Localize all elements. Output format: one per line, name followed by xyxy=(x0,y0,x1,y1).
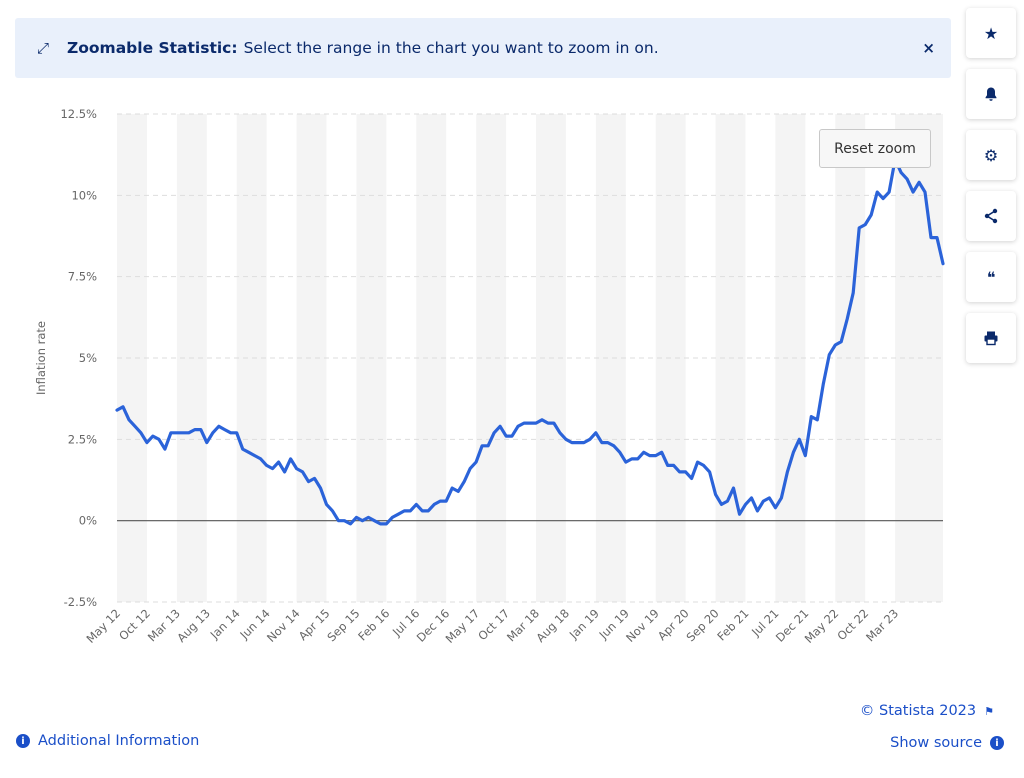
x-tick-label: Nov 14 xyxy=(264,606,303,645)
y-tick-label: 10% xyxy=(71,188,97,202)
info-icon: i xyxy=(16,734,30,748)
reset-zoom-button[interactable]: Reset zoom xyxy=(819,129,931,168)
y-tick-label: 12.5% xyxy=(60,107,97,121)
credit-label: © Statista 2023 xyxy=(859,703,977,719)
statista-credit[interactable]: © Statista 2023 ⚑ xyxy=(860,703,994,719)
banner-title: Zoomable Statistic: xyxy=(67,39,238,57)
zoom-info-banner: ⤢ Zoomable Statistic: Select the range i… xyxy=(15,18,951,78)
x-tick-label: May 12 xyxy=(83,606,123,646)
x-tick-label: Nov 19 xyxy=(623,606,662,645)
bell-icon xyxy=(985,87,997,101)
x-tick-label: Aug 13 xyxy=(174,606,213,645)
cite-button[interactable]: ❝ xyxy=(966,252,1016,302)
y-tick-label: 7.5% xyxy=(68,270,97,284)
share-icon xyxy=(984,208,998,224)
print-icon xyxy=(984,331,998,346)
notification-button[interactable] xyxy=(966,69,1016,119)
share-button[interactable] xyxy=(966,191,1016,241)
settings-button[interactable]: ⚙ xyxy=(966,130,1016,180)
x-tick-label: Aug 18 xyxy=(533,606,572,645)
quote-icon: ❝ xyxy=(986,267,996,287)
x-tick-label: Feb 21 xyxy=(714,606,751,643)
source-info-icon: i xyxy=(990,736,1004,750)
x-tick-label: Jan 14 xyxy=(207,606,243,642)
banner-message: Select the range in the chart you want t… xyxy=(243,39,659,57)
star-icon: ★ xyxy=(983,23,999,43)
y-tick-label: 5% xyxy=(79,351,97,365)
x-tick-label: May 22 xyxy=(802,606,842,646)
y-tick-label: -2.5% xyxy=(64,595,97,609)
x-tick-label: Feb 16 xyxy=(355,606,392,643)
y-tick-label: 0% xyxy=(79,514,97,528)
favorite-button[interactable]: ★ xyxy=(966,8,1016,58)
x-tick-label: May 17 xyxy=(443,606,483,646)
x-tick-label: Jan 19 xyxy=(566,606,602,642)
flag-icon: ⚑ xyxy=(984,704,994,718)
close-icon[interactable]: × xyxy=(922,39,935,57)
x-tick-label: Sep 15 xyxy=(324,606,362,644)
show-source-link[interactable]: Show source i xyxy=(890,735,1004,751)
series-line-inflation-rate xyxy=(115,157,945,526)
gear-icon: ⚙ xyxy=(983,145,999,165)
additional-information-label: Additional Information xyxy=(38,733,200,749)
x-tick-label: Mar 23 xyxy=(863,606,901,644)
y-tick-label: 2.5% xyxy=(68,432,97,446)
x-tick-label: Sep 20 xyxy=(684,606,722,644)
zoom-arrows-icon: ⤢ xyxy=(37,39,50,57)
y-axis-title: Inflation rate xyxy=(34,321,48,395)
chart-toolbar: ★ ⚙ ❝ xyxy=(966,8,1018,363)
plot-band xyxy=(775,114,806,602)
show-source-label: Show source xyxy=(890,735,982,751)
print-button[interactable] xyxy=(966,313,1016,363)
additional-information-link[interactable]: i Additional Information xyxy=(16,733,199,749)
